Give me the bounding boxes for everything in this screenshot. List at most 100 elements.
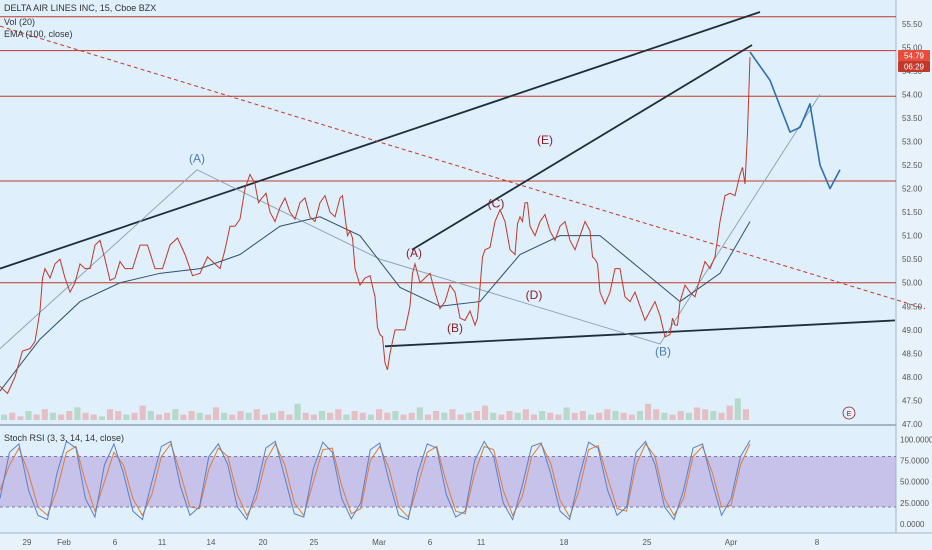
volume-bar [726, 405, 733, 420]
volume-bar [449, 409, 456, 420]
price-tick-label: 51.00 [902, 232, 923, 241]
volume-bar [245, 412, 252, 420]
time-tick-label: 29 [23, 538, 32, 547]
price-tick-label: 52.00 [902, 185, 923, 194]
volume-bar [547, 412, 554, 420]
ema-legend[interactable]: EMA (100, close) [4, 29, 73, 39]
projection-curve[interactable] [749, 51, 841, 190]
volume-bar [172, 409, 179, 420]
volume-bar [465, 412, 472, 420]
time-axis[interactable] [0, 533, 932, 550]
symbol-title[interactable]: DELTA AIR LINES INC, 15, Cboe BZX [4, 3, 157, 13]
volume-bar [58, 414, 65, 420]
ema-series [0, 216, 751, 392]
pane-divider[interactable] [0, 424, 896, 426]
wave-label: (C) [488, 196, 505, 210]
price-tick-label: 47.50 [902, 396, 923, 405]
trendlines[interactable] [0, 11, 926, 348]
stoch-ticks: 100.0000 75.0000 50.0000 25.0000 0.0000 [900, 436, 932, 529]
volume-bar [433, 411, 440, 420]
stoch-tick-label: 25.0000 [900, 499, 929, 508]
price-tick-label: 55.00 [902, 43, 923, 52]
volume-bar [221, 412, 228, 420]
volume-bar [139, 405, 146, 420]
volume-bar [392, 411, 399, 420]
volume-bar [212, 407, 220, 420]
price-tick-label: 48.50 [902, 349, 923, 358]
volume-bar [693, 407, 701, 420]
volume-bar [115, 411, 122, 420]
wave-labels: (A) (B) (A) (B) (C) (D) (E) [189, 133, 671, 359]
volume-bar [33, 414, 40, 420]
volume-legend[interactable]: Vol (20) [4, 17, 36, 27]
projection-path[interactable] [749, 51, 841, 190]
volume-bar [155, 414, 163, 420]
price-tick-label: 49.00 [902, 326, 923, 335]
volume-bar [98, 416, 105, 420]
last-price-text: 54.79 [904, 52, 925, 61]
time-tick-label: 6 [113, 538, 118, 547]
volume-bar [400, 414, 407, 420]
wave-label: (B) [447, 321, 463, 335]
volume-bar [481, 405, 489, 420]
price-axis[interactable] [896, 0, 932, 533]
wave-label: (B) [655, 345, 671, 359]
volume-bar [710, 411, 717, 420]
event-marker-label: E [847, 411, 852, 418]
volume-bar [441, 412, 448, 420]
price-tick-label: 48.00 [902, 373, 923, 382]
trendline[interactable] [0, 11, 761, 270]
stoch-tick-label: 50.0000 [900, 478, 929, 487]
volume-bar [376, 409, 383, 420]
volume-bar [424, 414, 432, 420]
volume-bar [718, 412, 725, 420]
time-tick-label: 20 [259, 538, 268, 547]
stoch-d-line [0, 442, 751, 519]
volume-bar [742, 409, 749, 420]
volume-bar [351, 411, 358, 420]
volume-bar [612, 411, 619, 420]
volume-bar [74, 407, 81, 420]
time-tick-label: 11 [477, 538, 486, 547]
price-pane [0, 0, 896, 424]
ema-line [0, 216, 751, 392]
stoch-tick-label: 0.0000 [900, 520, 925, 529]
volume-bar [196, 412, 203, 420]
event-marker-icon[interactable] [842, 406, 856, 420]
dashed-trendline[interactable] [0, 25, 926, 310]
volume-bar [147, 411, 154, 420]
volume-bar [506, 411, 513, 420]
volume-bar [278, 411, 285, 420]
time-tick-label: 8 [815, 538, 820, 547]
volume-bar [359, 412, 366, 420]
volume-bar [49, 412, 57, 420]
trendline[interactable] [384, 319, 896, 348]
price-tick-label: 47.00 [902, 420, 923, 429]
volume-bar [669, 414, 676, 420]
volume-bar [41, 409, 48, 420]
stoch-legend[interactable]: Stoch RSI (3, 3, 14, 14, close) [4, 433, 125, 443]
volume-bar [661, 412, 668, 420]
stoch-rsi [0, 440, 896, 521]
volume-bar [555, 414, 562, 420]
volume-bar [229, 414, 236, 420]
wave-label: (A) [189, 152, 205, 166]
time-tick-label: 25 [310, 538, 319, 547]
volume-bar [164, 412, 171, 420]
stoch-k-line [0, 440, 751, 521]
volume-bar [123, 414, 130, 420]
price-tick-label: 54.00 [902, 90, 923, 99]
time-tick-label: Mar [372, 538, 386, 547]
stoch-tick-label: 100.0000 [900, 436, 932, 445]
trendline[interactable] [411, 44, 753, 251]
volume-bar [579, 411, 586, 420]
price-tick-label: 52.50 [902, 161, 923, 170]
price-tick-label: 55.50 [902, 20, 923, 29]
time-tick-label: Feb [57, 538, 71, 547]
countdown-text: 06:29 [904, 63, 925, 72]
volume-bar [286, 414, 293, 420]
volume-bar [563, 407, 570, 420]
volume-bar [261, 414, 269, 420]
volume-bar [335, 409, 342, 420]
